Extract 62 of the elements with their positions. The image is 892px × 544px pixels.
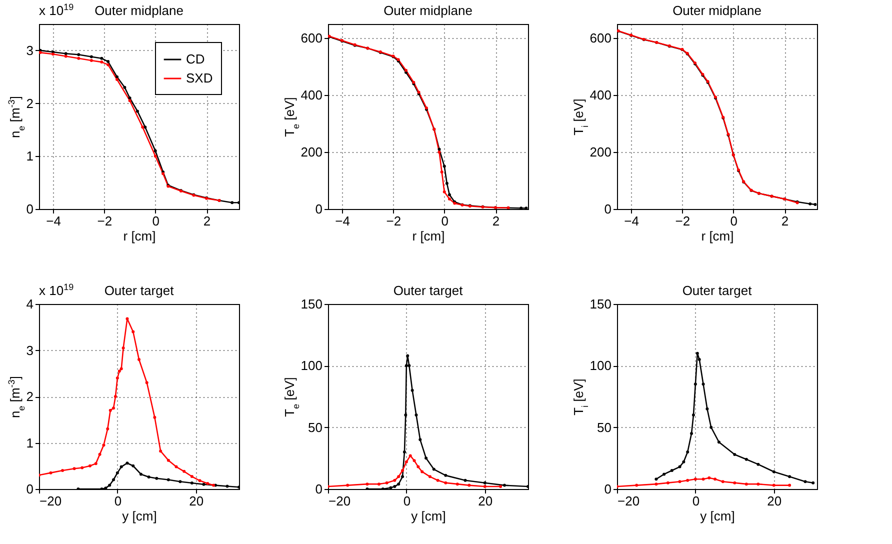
text: x 10$^{19}$ <box>39 282 74 298</box>
x-tick-label: 0 <box>403 494 411 508</box>
y-tick-label: 150 <box>300 296 322 312</box>
y-tick-label: 200 <box>300 144 322 160</box>
x-tick-label: 2 <box>492 214 500 228</box>
chart-title: Outer midplane <box>672 3 762 18</box>
legend-label: CD <box>186 52 205 66</box>
y-tick-label: 0 <box>604 482 612 496</box>
x-tick-label: 20 <box>478 494 493 508</box>
x-tick-label: −4 <box>46 214 61 228</box>
x-tick-label: −20 <box>618 494 640 508</box>
x-tick-label: −2 <box>386 214 402 228</box>
y-tick-label: 0 <box>315 482 322 496</box>
y-tick-label: 1 <box>26 148 34 164</box>
y-tick-label: 3 <box>26 342 34 358</box>
x-tick-label: 0 <box>730 214 738 228</box>
x-tick-label: 0 <box>152 214 160 228</box>
x-axis-title: y [cm] <box>122 508 157 524</box>
y-tick-label: 400 <box>590 88 612 103</box>
x-axis-title: r [cm] <box>412 228 445 244</box>
y-tick-label: 200 <box>590 144 612 160</box>
y-tick-label: 400 <box>300 88 322 103</box>
y-tick-label: 100 <box>300 358 322 374</box>
y-tick-label: 2 <box>26 389 34 404</box>
chart-title: Outer target <box>393 283 464 298</box>
x-tick-label: −4 <box>335 214 350 228</box>
y-tick-label: 3 <box>26 42 34 58</box>
x-tick-label: 2 <box>203 214 211 228</box>
x-tick-label: −2 <box>675 214 690 228</box>
y-tick-label: 50 <box>308 420 322 435</box>
y-tick-label: 2 <box>26 96 34 111</box>
x-tick-label: 0 <box>441 214 448 228</box>
x-tick-label: 20 <box>767 494 782 508</box>
y-tick-label: 1 <box>26 435 34 450</box>
x-tick-label: −2 <box>97 214 112 228</box>
chart-title: Outer target <box>104 283 174 298</box>
x-axis-title: y [cm] <box>700 508 735 524</box>
x-tick-label: −20 <box>40 494 62 508</box>
chart-title: Outer midplane <box>384 3 472 18</box>
x-tick-label: −4 <box>624 214 639 228</box>
x-axis-title: r [cm] <box>123 228 156 244</box>
x-tick-label: 20 <box>189 494 204 508</box>
y-tick-label: 50 <box>597 420 612 435</box>
x-axis-title: r [cm] <box>701 228 734 244</box>
y-tick-label: 100 <box>590 358 612 374</box>
x-axis-title: y [cm] <box>411 508 446 524</box>
y-tick-label: 150 <box>590 296 612 312</box>
y-tick-label: 0 <box>604 202 612 216</box>
text: x 10$^{19}$ <box>39 2 74 18</box>
chart-title: Outer target <box>682 283 752 298</box>
y-tick-label: 0 <box>315 202 322 216</box>
y-tick-label: 600 <box>300 30 322 46</box>
y-tick-label: 0 <box>26 202 34 216</box>
y-tick-label: 4 <box>26 296 34 312</box>
x-tick-label: 0 <box>692 494 700 508</box>
x-tick-label: 0 <box>114 494 122 508</box>
chart-title: Outer midplane <box>94 3 184 18</box>
y-tick-label: 600 <box>590 30 612 46</box>
x-tick-label: −20 <box>328 494 351 508</box>
x-tick-label: 2 <box>781 214 789 228</box>
legend-label: SXD <box>186 70 213 86</box>
y-tick-label: 0 <box>26 482 34 496</box>
